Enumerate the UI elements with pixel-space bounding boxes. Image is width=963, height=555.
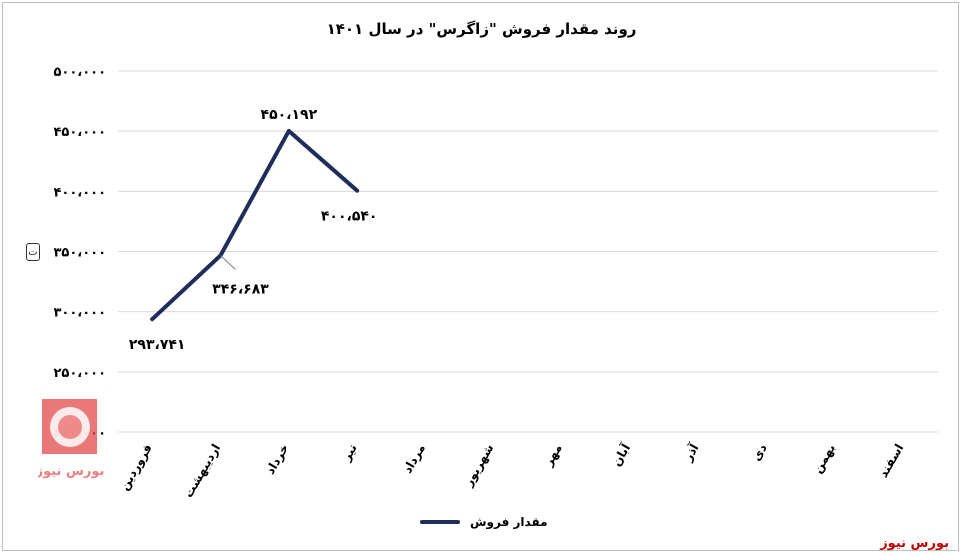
x-tick-label: آبان — [608, 440, 633, 469]
y-tick-label: ۲۵۰،۰۰۰ — [53, 366, 106, 381]
tonnage-unit-icon: ت — [26, 243, 40, 261]
data-point — [355, 189, 359, 193]
chart-legend: مقدار فروش — [420, 515, 548, 529]
data-label: ۳۴۶،۶۸۳ — [212, 281, 269, 297]
x-tick-label: آذر — [679, 440, 702, 464]
y-tick-label: ۳۵۰،۰۰۰ — [53, 246, 106, 261]
watermark-text: بورس نیوز — [880, 536, 949, 551]
legend-label: مقدار فروش — [470, 515, 548, 529]
x-tick-label: دی — [749, 442, 770, 464]
brand-logo: بورس نیوز — [35, 395, 108, 489]
chart-title: روند مقدار فروش "زاگرس" در سال ۱۴۰۱ — [326, 20, 637, 38]
data-point — [150, 317, 154, 321]
data-point — [287, 129, 291, 133]
data-label: ۴۵۰،۱۹۲ — [261, 107, 318, 123]
x-tick-label: شهریور — [461, 442, 498, 490]
svg-text:بورس نیوز: بورس نیوز — [38, 464, 104, 479]
data-label-leader — [220, 255, 236, 270]
x-tick-label: مرداد — [400, 442, 428, 476]
data-label: ۴۰۰،۵۴۰ — [321, 209, 378, 225]
x-tick-label: تیر — [339, 442, 360, 464]
y-tick-label: ۴۵۰،۰۰۰ — [53, 125, 106, 140]
x-tick-label: اسفند — [876, 442, 906, 481]
x-tick-label: اردیبهشت — [181, 442, 223, 500]
x-tick-label: مهر — [541, 442, 565, 470]
x-tick-label: فروردین — [117, 442, 156, 494]
y-tick-label: ۴۰۰،۰۰۰ — [53, 185, 106, 200]
legend-swatch — [420, 520, 460, 524]
series-line — [150, 128, 360, 322]
y-tick-label: ۵۰۰،۰۰۰ — [53, 65, 106, 80]
x-tick-label: خرداد — [263, 442, 291, 477]
data-label: ۲۹۳،۷۴۱ — [129, 337, 186, 353]
y-tick-label: ۳۰۰،۰۰۰ — [53, 306, 106, 321]
x-tick-label: بهمن — [810, 442, 838, 476]
